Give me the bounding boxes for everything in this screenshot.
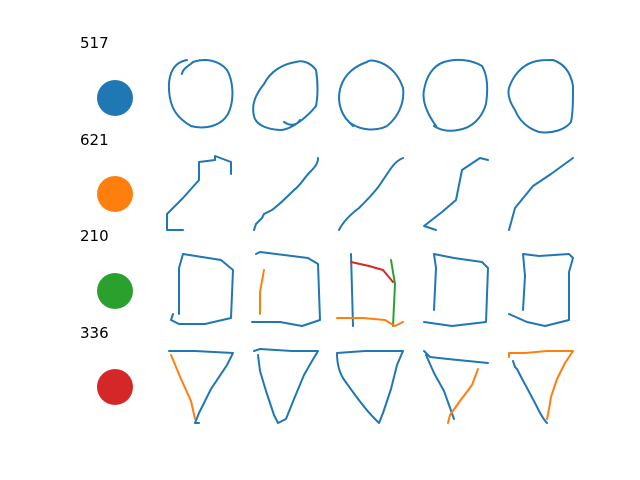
sketch-line-2 (253, 157, 319, 231)
sketch-circle-1 (167, 59, 234, 129)
sketch-square-5 (508, 253, 574, 327)
sketch-triangle-1 (168, 350, 234, 424)
sketch-triangle-4 (423, 350, 489, 424)
sketch-line-1 (166, 155, 232, 231)
sketch-triangle-3 (336, 350, 404, 424)
sketch-circle-5 (507, 59, 574, 134)
row-color-dot-triangle (97, 369, 133, 405)
sketch-square-3 (336, 253, 404, 327)
sketch-square-2 (251, 251, 321, 327)
row-count-square: 210 (80, 227, 109, 245)
sketch-square-1 (170, 253, 234, 325)
sketch-line-4 (423, 157, 489, 231)
sketch-line-5 (508, 157, 574, 231)
row-color-dot-line (97, 176, 133, 212)
sketch-triangle-2 (253, 348, 319, 424)
sketch-circle-2 (252, 60, 319, 131)
sketch-triangle-5 (508, 350, 574, 424)
sketch-square-4 (423, 253, 489, 327)
sketch-circle-3 (338, 59, 405, 131)
sketch-circle-4 (422, 58, 489, 132)
row-color-dot-circle (97, 80, 133, 116)
row-count-triangle: 336 (80, 324, 109, 342)
sketch-line-3 (338, 157, 404, 231)
row-color-dot-square (97, 273, 133, 309)
row-count-line: 621 (80, 131, 109, 149)
row-count-circle: 517 (80, 34, 109, 52)
